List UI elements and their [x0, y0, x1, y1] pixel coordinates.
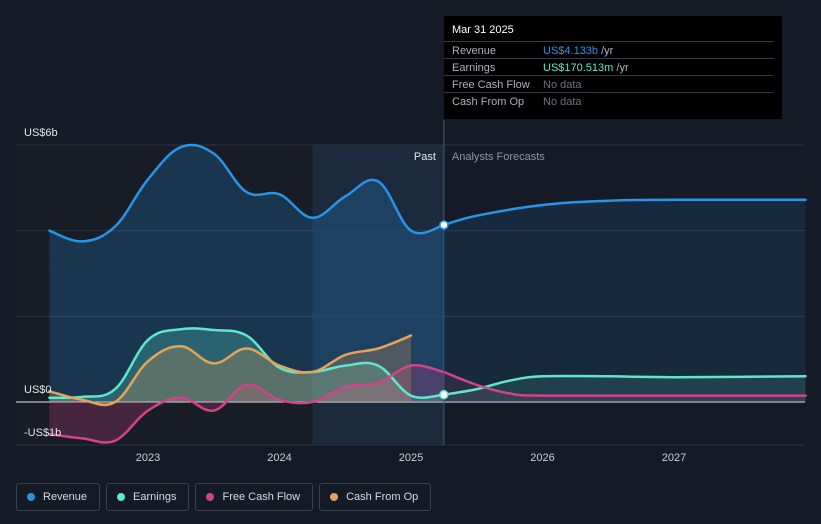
x-tick-label: 2027	[662, 452, 686, 464]
tooltip-row-earnings: Earnings US$170.513m /yr	[444, 58, 774, 76]
tooltip-label: Free Cash Flow	[452, 79, 530, 91]
legend-dot-icon	[206, 493, 215, 501]
tooltip-value: No data	[543, 96, 582, 108]
tooltip-date: Mar 31 2025	[452, 24, 514, 36]
legend-label: Earnings	[133, 491, 177, 503]
legend-label: Cash From Op	[346, 491, 419, 503]
tooltip: Mar 31 2025 Revenue US$4.133b /yr Earnin…	[444, 16, 782, 119]
legend-label: Free Cash Flow	[222, 491, 301, 503]
chart: US$6b US$0 -US$1b 2023 2024 2025 2026 2027 Past A…	[16, 120, 807, 464]
free-cash-flow-area	[49, 365, 444, 443]
legend-item-free-cash-flow[interactable]: Free Cash Flow	[195, 483, 314, 511]
cash-from-op-line	[48, 334, 413, 407]
cash-from-op-area	[49, 335, 411, 405]
revenue-area	[49, 144, 444, 402]
x-tick-label: 2025	[399, 452, 423, 464]
highlight-region	[312, 145, 444, 445]
revenue-line	[48, 143, 446, 243]
legend-dot-icon	[27, 493, 35, 501]
tooltip-unit: /yr	[616, 62, 629, 74]
free-cash-flow-line	[48, 364, 446, 444]
earnings-area	[49, 328, 444, 402]
y-axis-label: US$0	[24, 384, 52, 396]
legend-item-revenue[interactable]: Revenue	[16, 483, 101, 511]
earnings-line	[48, 327, 446, 400]
y-axis-label: -US$1b	[24, 427, 61, 439]
tooltip-value: US$4.133b	[543, 45, 599, 57]
legend-item-earnings[interactable]: Earnings	[106, 483, 190, 511]
legend: Revenue Earnings Free Cash Flow Cash Fro…	[16, 483, 432, 511]
x-tick-label: 2026	[530, 452, 554, 464]
tooltip-label: Revenue	[452, 45, 497, 57]
tooltip-value: No data	[543, 79, 582, 91]
legend-item-cash-from-op[interactable]: Cash From Op	[319, 483, 432, 511]
legend-dot-icon	[117, 493, 126, 501]
x-tick-label: 2023	[136, 452, 160, 464]
revenue-forecast-line	[442, 198, 807, 227]
tooltip-row-revenue: Revenue US$4.133b /yr	[444, 41, 774, 59]
tooltip-value: US$170.513m	[543, 62, 614, 74]
x-tick-label: 2024	[267, 452, 291, 464]
tooltip-row-free-cash-flow: Free Cash Flow No data	[444, 75, 774, 93]
revenue-forecast-area	[443, 199, 806, 402]
tooltip-label: Earnings	[452, 62, 496, 74]
revenue-marker	[439, 220, 449, 230]
past-label: Past	[414, 151, 436, 163]
forecast-label: Analysts Forecasts	[452, 151, 545, 163]
y-axis-label: US$6b	[24, 127, 58, 139]
tooltip-row-cash-from-op: Cash From Op No data	[444, 92, 774, 110]
tooltip-unit: /yr	[601, 45, 614, 57]
earnings-marker	[439, 389, 449, 400]
free-cash-flow-forecast-line	[442, 370, 807, 398]
legend-label: Revenue	[43, 491, 88, 503]
earnings-forecast-line	[442, 374, 807, 396]
tooltip-label: Cash From Op	[452, 96, 525, 108]
legend-dot-icon	[330, 493, 339, 501]
